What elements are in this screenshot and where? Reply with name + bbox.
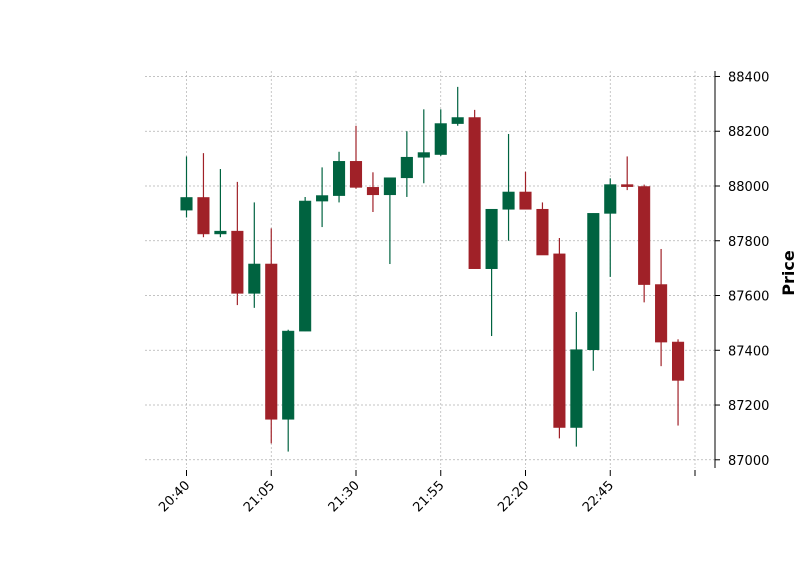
candle-body xyxy=(502,191,515,210)
candle-body xyxy=(468,117,481,269)
candle-body xyxy=(400,156,413,179)
y-tick-label: 88000 xyxy=(728,180,769,195)
candle-down xyxy=(349,125,363,189)
candle-body xyxy=(248,263,261,294)
candle-down xyxy=(621,156,634,191)
candle-body xyxy=(434,123,447,155)
candle-up xyxy=(214,169,227,238)
candle-down xyxy=(265,228,278,444)
candle-up xyxy=(332,151,346,203)
candle-body xyxy=(197,197,210,235)
candle-body xyxy=(383,177,396,196)
candle-up xyxy=(604,178,617,277)
candle-body xyxy=(282,330,295,420)
candle-body xyxy=(519,191,532,210)
candle-body xyxy=(621,184,634,187)
candle-body xyxy=(265,263,278,420)
candle-body xyxy=(214,230,227,235)
y-tick-label: 87200 xyxy=(728,399,769,414)
y-tick-label: 88400 xyxy=(728,70,769,85)
candle-body xyxy=(316,195,329,202)
candle-down xyxy=(655,248,668,367)
grid-lines xyxy=(145,71,715,468)
y-tick-label: 87800 xyxy=(728,235,769,250)
candle-body xyxy=(587,213,600,351)
x-tick-labels: 20:40 21:05 21:30 21:55 22:20 22:45 xyxy=(156,478,617,515)
y-axis-label: Price xyxy=(779,250,798,296)
candle-down xyxy=(468,109,481,269)
y-tick-label: 88200 xyxy=(728,125,769,140)
candle-body xyxy=(366,187,380,196)
candle-up xyxy=(282,329,295,452)
candle-up xyxy=(502,133,515,241)
candle-body xyxy=(485,208,498,269)
candle-up xyxy=(570,311,583,447)
candle-body xyxy=(417,152,430,158)
candle-body xyxy=(451,117,464,124)
candle-down xyxy=(638,184,651,303)
candle-body xyxy=(180,197,193,211)
candle-down xyxy=(536,202,549,256)
x-tick-label: 21:30 xyxy=(326,478,363,515)
x-tick-label: 20:40 xyxy=(156,478,193,515)
x-tick-label: 22:45 xyxy=(580,478,617,515)
candle-up xyxy=(587,213,600,371)
candle-down xyxy=(553,238,566,439)
candles xyxy=(180,86,685,452)
candle-down xyxy=(197,153,210,238)
candle-up xyxy=(316,167,329,228)
candle-body xyxy=(332,161,346,196)
candle-up xyxy=(417,109,430,184)
candle-body xyxy=(299,200,312,332)
axes xyxy=(186,71,720,476)
x-tick-label: 21:55 xyxy=(410,478,447,515)
candle-up xyxy=(299,196,312,332)
y-tick-label: 87000 xyxy=(728,454,769,469)
candle-body xyxy=(231,230,244,294)
candle-up xyxy=(451,86,464,126)
candle-down xyxy=(366,172,380,213)
y-tick-label: 87400 xyxy=(728,344,769,359)
candle-body xyxy=(349,161,363,188)
candle-down xyxy=(671,339,685,426)
candle-down xyxy=(231,181,244,306)
candle-up xyxy=(400,131,413,197)
candle-body xyxy=(536,208,549,256)
candle-body xyxy=(553,253,566,428)
y-tick-labels: 87000 87200 87400 87600 87800 88000 88200 88400 xyxy=(728,70,769,468)
x-tick-label: 21:05 xyxy=(241,478,278,515)
candle-up xyxy=(180,156,193,218)
candle-up xyxy=(383,177,396,265)
candle-body xyxy=(570,349,583,428)
candle-up xyxy=(248,202,261,308)
candle-body xyxy=(655,284,668,343)
x-tick-label: 22:20 xyxy=(495,478,532,515)
candle-up xyxy=(485,208,498,337)
candle-body xyxy=(671,341,685,381)
candle-body xyxy=(638,186,651,285)
candle-down xyxy=(519,171,532,210)
candle-body xyxy=(604,184,617,214)
candle-up xyxy=(434,109,447,156)
y-tick-label: 87600 xyxy=(728,290,769,305)
